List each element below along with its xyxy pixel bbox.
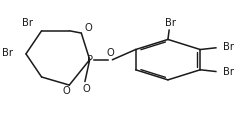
Text: O: O — [63, 86, 71, 96]
Text: Br: Br — [22, 18, 33, 28]
Text: O: O — [106, 48, 114, 58]
Text: O: O — [82, 84, 90, 94]
Text: P: P — [87, 55, 93, 65]
Text: Br: Br — [223, 67, 234, 77]
Text: Br: Br — [2, 48, 13, 58]
Text: Br: Br — [165, 18, 176, 28]
Text: O: O — [85, 23, 92, 33]
Text: Br: Br — [223, 42, 234, 52]
